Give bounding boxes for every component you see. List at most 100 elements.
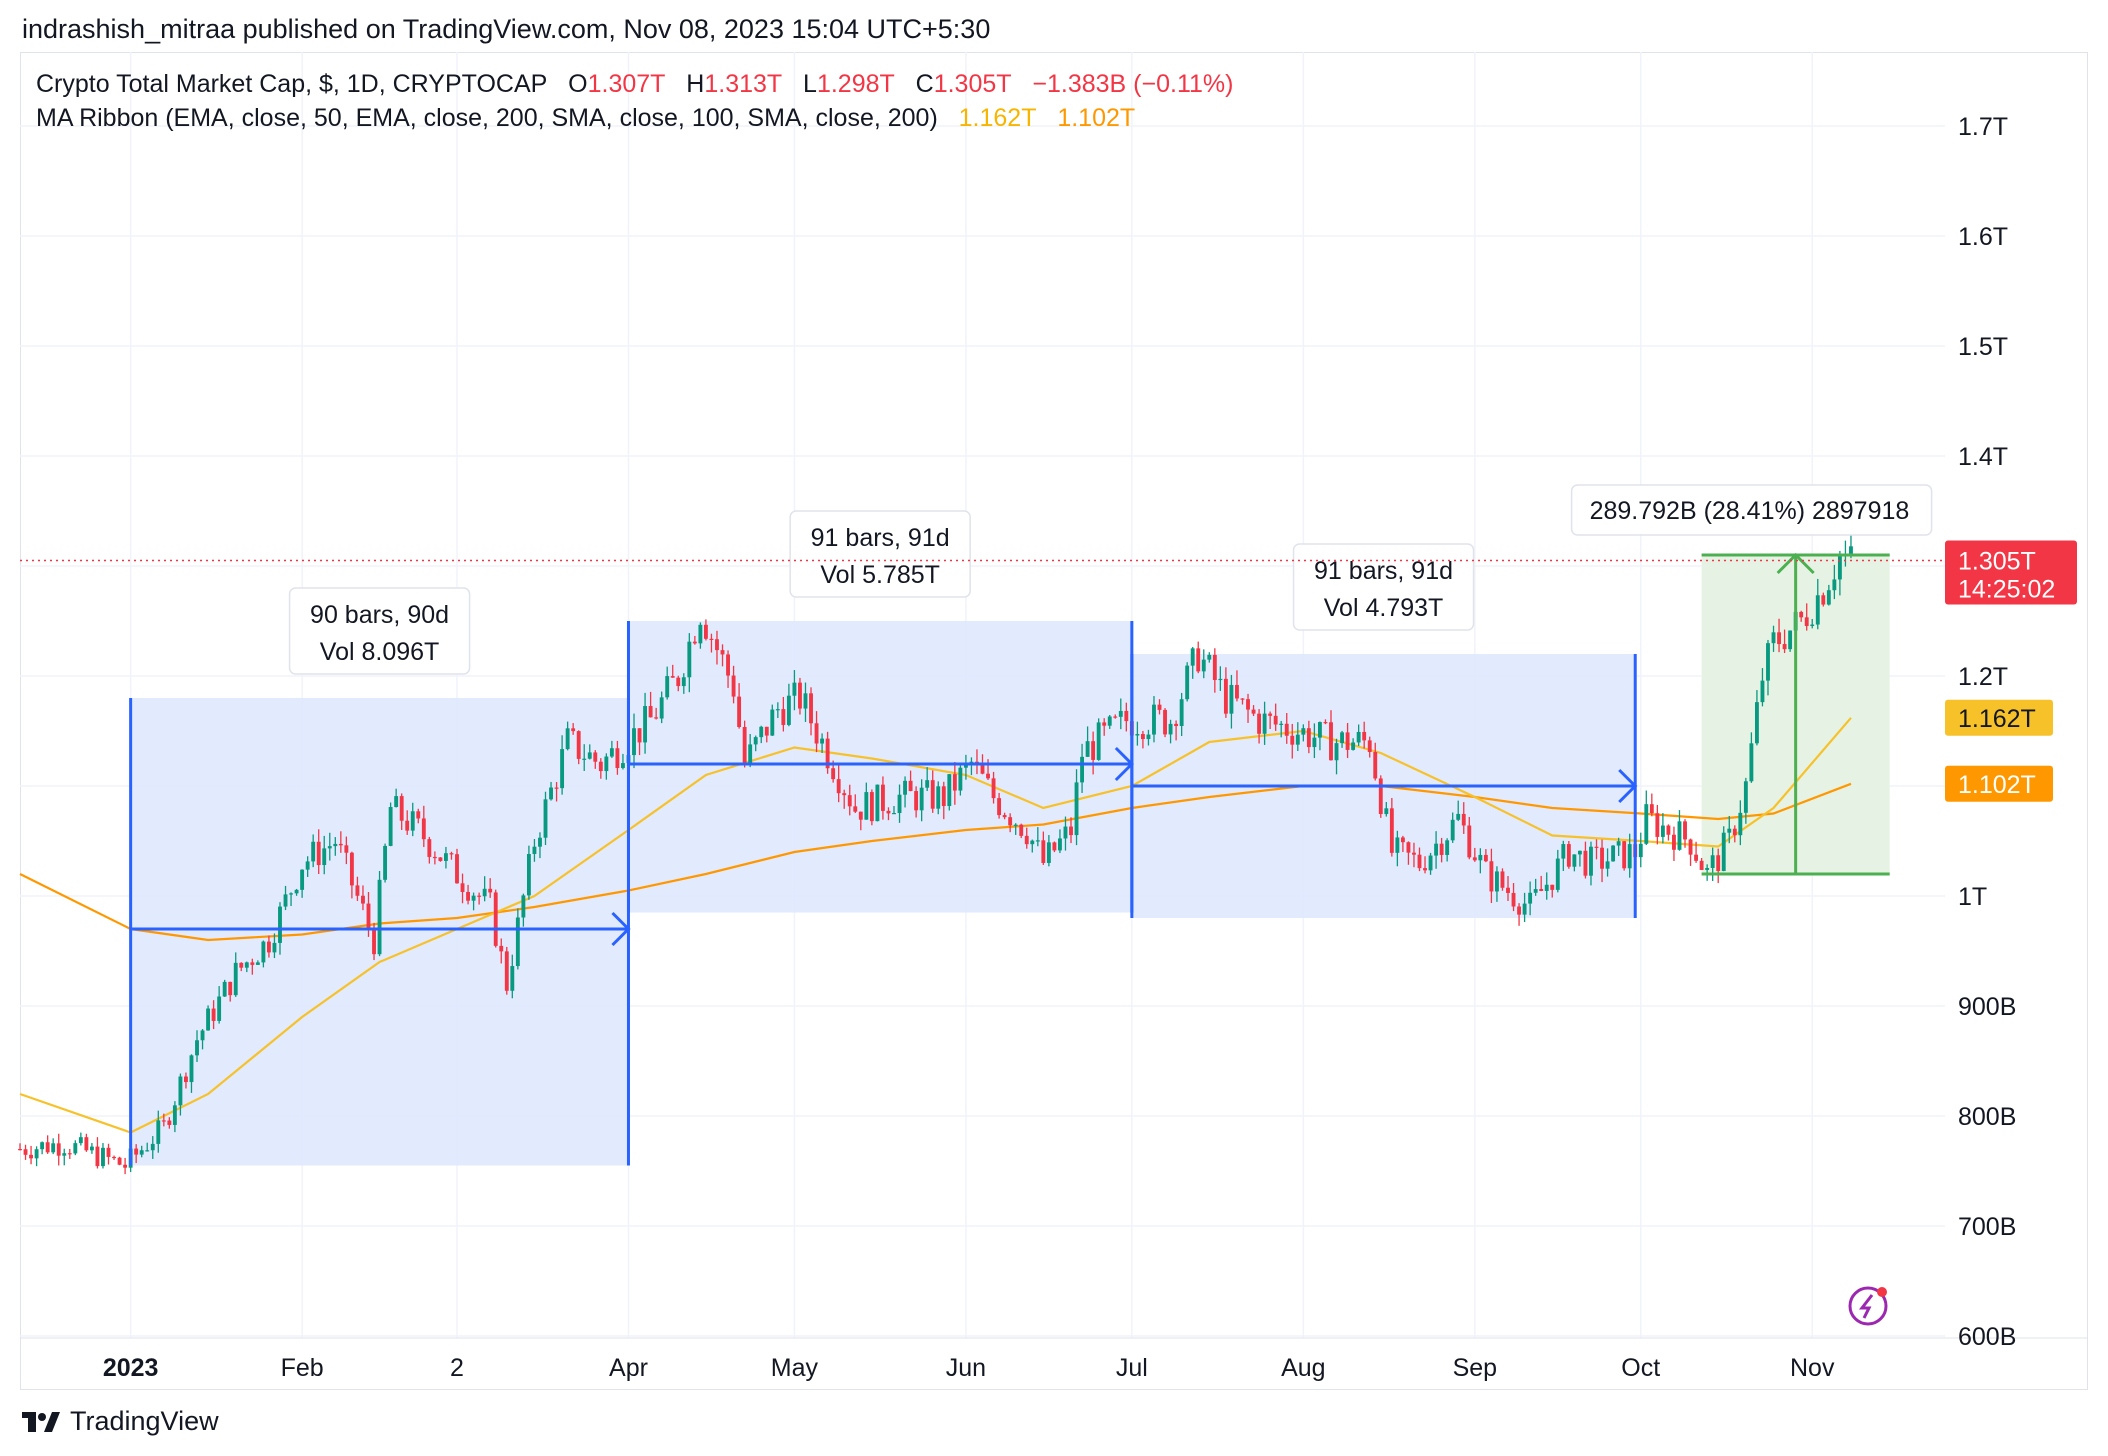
candle-body bbox=[1826, 590, 1831, 605]
ema-200-line bbox=[19, 782, 1852, 942]
candle-body bbox=[1716, 855, 1721, 871]
candle-body bbox=[460, 883, 465, 892]
price-axis-tick: 1.6T bbox=[1958, 223, 2008, 251]
candle-body bbox=[792, 682, 797, 696]
ma-value-2: 1.102T bbox=[1057, 104, 1136, 132]
candle-body bbox=[184, 1076, 188, 1083]
candle-body bbox=[1201, 659, 1206, 672]
candle-body bbox=[742, 727, 747, 765]
candle-body bbox=[803, 693, 808, 709]
candle-body bbox=[1550, 884, 1555, 890]
candle-body bbox=[1456, 813, 1461, 820]
candle-body bbox=[637, 728, 642, 743]
candle-body bbox=[1616, 841, 1621, 846]
flash-icon[interactable] bbox=[1848, 1286, 1888, 1326]
candle-body bbox=[930, 780, 935, 809]
time-axis-tick: Jul bbox=[1116, 1354, 1148, 1382]
candle-body bbox=[300, 869, 305, 890]
date-range-volume-label: Vol 4.793T bbox=[1324, 594, 1444, 622]
candle-body bbox=[759, 726, 764, 738]
candle-body bbox=[1799, 611, 1804, 618]
candle-body bbox=[1522, 903, 1527, 915]
candle-body bbox=[1052, 842, 1057, 851]
candle-body bbox=[1683, 821, 1687, 840]
candle-body bbox=[123, 1164, 128, 1168]
candle-body bbox=[1489, 861, 1494, 892]
price-axis-tick: 900B bbox=[1958, 993, 2016, 1021]
candle-body bbox=[670, 676, 675, 678]
candle-body bbox=[1246, 699, 1250, 710]
candle-body bbox=[1467, 825, 1472, 858]
time-axis-tick: 2023 bbox=[103, 1354, 159, 1382]
candle-body bbox=[1240, 698, 1245, 700]
candle-body bbox=[526, 853, 531, 896]
candle-body bbox=[134, 1148, 139, 1155]
candle-body bbox=[1622, 841, 1627, 869]
candle-body bbox=[211, 1008, 216, 1021]
ma-ribbon-legend: MA Ribbon (EMA, close, 50, EMA, close, 2… bbox=[36, 104, 1135, 133]
candle-body bbox=[1605, 861, 1610, 869]
candle-body bbox=[1262, 713, 1267, 734]
candle-body bbox=[322, 848, 327, 866]
candle-body bbox=[975, 761, 979, 764]
candle-body bbox=[333, 843, 338, 847]
candle-body bbox=[1705, 867, 1710, 870]
time-axis-tick: Nov bbox=[1790, 1354, 1835, 1382]
candle-body bbox=[621, 763, 625, 769]
candle-body bbox=[1351, 742, 1356, 750]
candle-body bbox=[289, 893, 293, 895]
candle-body bbox=[1069, 826, 1073, 836]
candle-body bbox=[1317, 722, 1322, 738]
candle-body bbox=[112, 1156, 116, 1159]
candle-body bbox=[1655, 813, 1660, 837]
candle-body bbox=[56, 1143, 61, 1156]
candle-body bbox=[150, 1143, 155, 1151]
candle-body bbox=[549, 787, 553, 800]
tradingview-footer[interactable]: TradingView bbox=[22, 1406, 219, 1437]
ma-ribbon-title[interactable]: MA Ribbon (EMA, close, 50, EMA, close, 2… bbox=[36, 104, 938, 132]
publisher-line: indrashish_mitraa published on TradingVi… bbox=[22, 14, 991, 44]
symbol-title[interactable]: Crypto Total Market Cap, $, 1D, CRYPTOCA… bbox=[36, 70, 548, 98]
candle-body bbox=[1080, 756, 1085, 783]
change-value: −1.383B (−0.11%) bbox=[1032, 70, 1234, 98]
candle-body bbox=[1395, 837, 1400, 853]
price-axis-tick: 800B bbox=[1958, 1103, 2016, 1131]
candle-body bbox=[1389, 808, 1394, 853]
candle-body bbox=[886, 810, 891, 814]
candle-body bbox=[1118, 710, 1123, 717]
candle-body bbox=[399, 796, 404, 821]
ma-price-label: 1.162T bbox=[1958, 705, 2036, 733]
candle-body bbox=[62, 1153, 67, 1156]
candle-body bbox=[914, 791, 919, 811]
candle-body bbox=[1235, 684, 1239, 699]
candle-body bbox=[272, 942, 277, 953]
candle-body bbox=[1771, 632, 1776, 644]
date-range-box[interactable] bbox=[628, 621, 1132, 913]
candle-body bbox=[1107, 716, 1112, 726]
candle-body bbox=[980, 763, 985, 774]
candle-body bbox=[1323, 722, 1328, 724]
candle-body bbox=[1058, 838, 1062, 851]
candle-body bbox=[665, 676, 670, 698]
candle-body bbox=[349, 852, 354, 886]
candle-body bbox=[239, 962, 244, 968]
candle-body bbox=[1517, 906, 1522, 915]
candle-body bbox=[471, 895, 476, 901]
candle-body bbox=[438, 857, 443, 861]
candle-body bbox=[1821, 595, 1826, 605]
candle-body bbox=[1146, 734, 1151, 740]
candle-body bbox=[1367, 740, 1372, 752]
candle-body bbox=[195, 1040, 199, 1056]
candle-body bbox=[1279, 723, 1284, 725]
candle-body bbox=[1577, 850, 1582, 855]
candle-body bbox=[1445, 840, 1450, 855]
candle-body bbox=[1035, 840, 1040, 842]
candle-body bbox=[681, 677, 686, 687]
candle-body bbox=[1544, 884, 1549, 891]
candle-body bbox=[1002, 815, 1007, 818]
candle-body bbox=[1611, 845, 1616, 862]
candle-body bbox=[1140, 734, 1145, 740]
candle-body bbox=[864, 792, 869, 820]
candle-body bbox=[1046, 842, 1051, 863]
